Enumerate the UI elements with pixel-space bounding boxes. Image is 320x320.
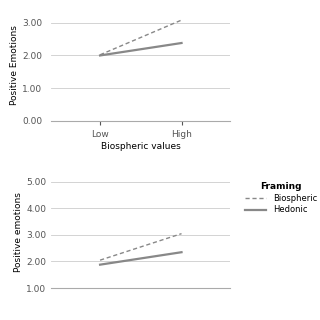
Y-axis label: Positive emotions: Positive emotions — [14, 192, 23, 272]
Y-axis label: Positive Emotions: Positive Emotions — [10, 25, 19, 105]
Legend: Biospheric, Hedonic: Biospheric, Hedonic — [244, 181, 319, 216]
X-axis label: Biospheric values: Biospheric values — [101, 142, 181, 151]
